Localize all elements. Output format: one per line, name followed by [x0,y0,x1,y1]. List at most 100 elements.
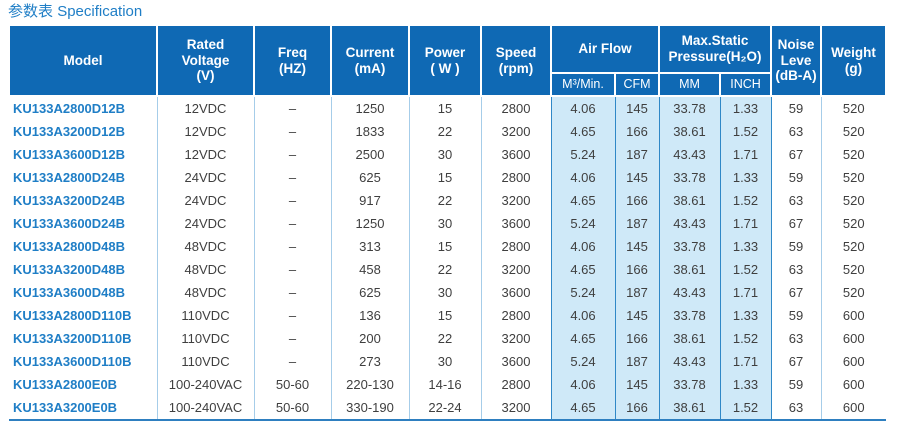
col-header-current: Current (mA) [330,24,410,97]
cell-pressure-inch: 1.52 [720,258,772,281]
cell-airflow-m3min: 4.65 [551,396,616,420]
cell-speed: 3200 [481,120,552,143]
cell-power: 15 [409,166,482,189]
col-header-freq: Freq (HZ) [253,24,332,97]
cell-pressure-mm: 43.43 [659,143,721,166]
cell-current: 330-190 [331,396,410,420]
cell-current: 625 [331,281,410,304]
cell-current: 2500 [331,143,410,166]
subheader-inch: INCH [719,72,772,97]
cell-airflow-m3min: 4.65 [551,120,616,143]
cell-pressure-inch: 1.71 [720,143,772,166]
cell-freq: – [254,350,332,373]
col-header-noise-level: Noise Leve (dB-A) [770,24,822,97]
cell-noise: 67 [771,281,822,304]
cell-noise: 67 [771,350,822,373]
cell-speed: 3600 [481,143,552,166]
cell-weight: 600 [842,354,865,369]
cell-model: KU133A3600D48B [9,281,158,304]
cell-airflow-m3min: 5.24 [551,350,616,373]
cell-current: 273 [331,350,410,373]
cell-pressure-mm: 33.78 [659,96,721,120]
cell-pressure-mm: 43.43 [659,212,721,235]
cell-pressure-mm: 38.61 [659,396,721,420]
cell-model: KU133A3600D24B [9,212,158,235]
col-header-speed: Speed (rpm) [480,24,552,97]
cell-freq: – [254,281,332,304]
cell-model: KU133A3200D48B [9,258,158,281]
table-row: KU133A2800D48B 48VDC –313 15 2800 4.06 145 33.7… [9,235,886,258]
cell-noise: 63 [771,327,822,350]
cell-weight: 520 [842,262,865,277]
table-row: KU133A2800D24B 24VDC –625 15 2800 4.06 145 33.7… [9,166,886,189]
cell-airflow-m3min: 4.06 [551,373,616,396]
cell-airflow-m3min: 4.65 [551,258,616,281]
cell-rated-voltage: 48VDC [157,258,255,281]
cell-model: KU133A3200E0B [9,396,158,420]
cell-rated-voltage: 110VDC [157,327,255,350]
table-row: KU133A3200D110B 110VDC –200 22 3200 4.65 166 38… [9,327,886,350]
cell-noise: 59 [771,166,822,189]
cell-weight: 520 [842,285,865,300]
cell-current: 917 [331,189,410,212]
col-header-weight: Weight (g) [820,24,887,97]
cell-pressure-mm: 33.78 [659,235,721,258]
cell-pressure-mm: 38.61 [659,258,721,281]
subheader-m3min: M³/Min. [550,72,616,97]
cell-rated-voltage: 48VDC [157,235,255,258]
cell-weight: 600 [842,377,865,392]
table-row: KU133A3200D12B 12VDC –1833 22 3200 4.65 166 38.… [9,120,886,143]
cell-pressure-mm: 43.43 [659,281,721,304]
col-header-max-static-pressure: Max.Static Pressure(H₂O) [658,24,772,74]
cell-rated-voltage: 24VDC [157,189,255,212]
header-row-main: Model Rated Voltage (V) Freq (HZ) Curren… [8,24,887,97]
cell-airflow-cfm: 145 [615,304,660,327]
cell-rated-voltage: 12VDC [157,120,255,143]
cell-airflow-m3min: 5.24 [551,143,616,166]
cell-power: 30 [409,143,482,166]
cell-current: 136 [331,304,410,327]
cell-noise: 67 [771,212,822,235]
cell-speed: 3200 [481,327,552,350]
cell-weight: 600 [842,331,865,346]
cell-weight: 520 [842,124,865,139]
cell-weight: 600 [842,308,865,323]
cell-speed: 2800 [481,304,552,327]
col-header-rated-voltage: Rated Voltage (V) [156,24,255,97]
cell-power: 30 [409,212,482,235]
spec-table-body: KU133A2800D12B 12VDC –1250 15 2800 4.06 145 33.… [9,96,886,420]
cell-freq: 50-60 [254,373,332,396]
cell-noise: 63 [771,120,822,143]
page-title-zh: 参数表 [8,3,54,20]
cell-freq: – [254,166,332,189]
cell-pressure-inch: 1.52 [720,189,772,212]
cell-current: 200 [331,327,410,350]
cell-freq: – [254,189,332,212]
cell-pressure-mm: 38.61 [659,327,721,350]
cell-pressure-mm: 33.78 [659,166,721,189]
cell-airflow-cfm: 166 [615,120,660,143]
cell-weight: 520 [842,193,865,208]
table-row: KU133A2800D12B 12VDC –1250 15 2800 4.06 145 33.… [9,96,886,120]
cell-freq: – [254,212,332,235]
cell-airflow-cfm: 187 [615,212,660,235]
table-row: KU133A3600D110B 110VDC –273 30 3600 5.24 187 43… [9,350,886,373]
cell-airflow-cfm: 166 [615,396,660,420]
cell-freq: – [254,258,332,281]
cell-pressure-inch: 1.71 [720,212,772,235]
cell-freq: – [254,235,332,258]
subheader-cfm: CFM [614,72,660,97]
col-header-model: Model [8,24,158,97]
cell-speed: 2800 [481,96,552,120]
cell-rated-voltage: 110VDC [157,350,255,373]
cell-speed: 2800 [481,235,552,258]
cell-current: 220-130 [331,373,410,396]
cell-airflow-cfm: 166 [615,327,660,350]
cell-noise: 59 [771,304,822,327]
cell-power: 14-16 [409,373,482,396]
cell-power: 30 [409,281,482,304]
cell-rated-voltage: 100-240VAC [157,373,255,396]
cell-rated-voltage: 24VDC [157,212,255,235]
cell-airflow-m3min: 5.24 [551,281,616,304]
cell-weight: 520 [842,239,865,254]
